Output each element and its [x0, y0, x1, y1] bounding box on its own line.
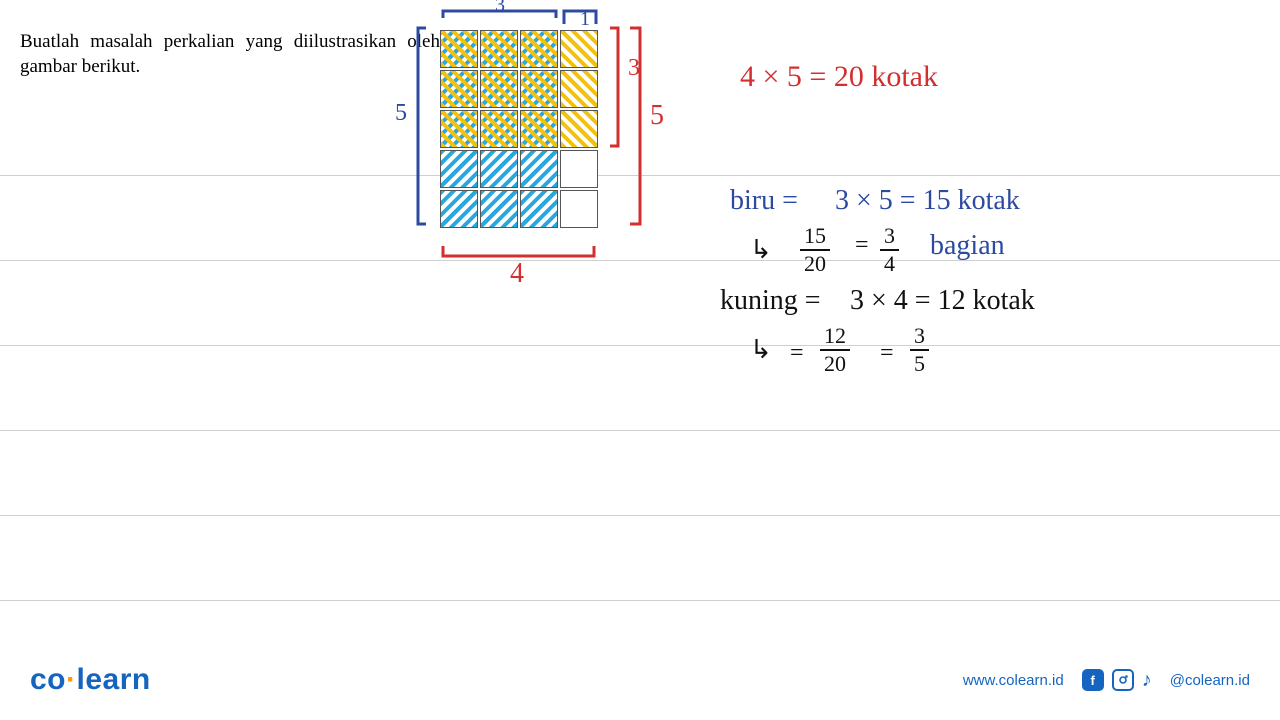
kuning-fraction-1: 1220 [820, 325, 850, 375]
top-dim-3: 3 [495, 0, 505, 17]
footer-url[interactable]: www.colearn.id [963, 672, 1064, 689]
kuning-equation: 3 × 4 = 12 kotak [850, 285, 1035, 317]
logo-co: co [30, 663, 66, 696]
tiktok-icon[interactable]: ♪ [1142, 669, 1152, 692]
left-dim-5: 5 [395, 100, 407, 127]
bagian-label: bagian [930, 230, 1005, 262]
arrow-icon: ↳ [750, 235, 772, 265]
facebook-icon[interactable]: f [1082, 669, 1104, 691]
total-equation: 4 × 5 = 20 kotak [740, 60, 938, 94]
biru-equation: 3 × 5 = 15 kotak [835, 185, 1020, 217]
biru-fraction-1: 1520 [800, 225, 830, 275]
biru-fraction-2: 34 [880, 225, 899, 275]
logo: co·learn [30, 663, 151, 697]
logo-learn: learn [77, 663, 151, 696]
kuning-label: kuning = [720, 285, 821, 317]
arrow-icon: ↳ [750, 335, 772, 365]
equals: = [790, 340, 804, 367]
right-dim-5: 5 [650, 100, 664, 132]
footer: co·learn www.colearn.id f ♪ @colearn.id [0, 660, 1280, 700]
kuning-fraction-2: 35 [910, 325, 929, 375]
logo-dot: · [66, 663, 77, 696]
instagram-icon[interactable] [1112, 669, 1134, 691]
social-icons: f ♪ [1082, 669, 1152, 692]
top-dim-1: 1 [580, 8, 590, 31]
bottom-dim-4: 4 [510, 258, 524, 290]
equals: = [855, 232, 869, 259]
biru-label: biru = [730, 185, 798, 217]
footer-right: www.colearn.id f ♪ @colearn.id [963, 669, 1250, 692]
dimension-brackets [418, 6, 648, 266]
footer-handle[interactable]: @colearn.id [1170, 672, 1250, 689]
equals: = [880, 340, 894, 367]
question-text: Buatlah masalah perkalian yang diilustra… [20, 30, 440, 79]
right-dim-3: 3 [628, 55, 640, 82]
